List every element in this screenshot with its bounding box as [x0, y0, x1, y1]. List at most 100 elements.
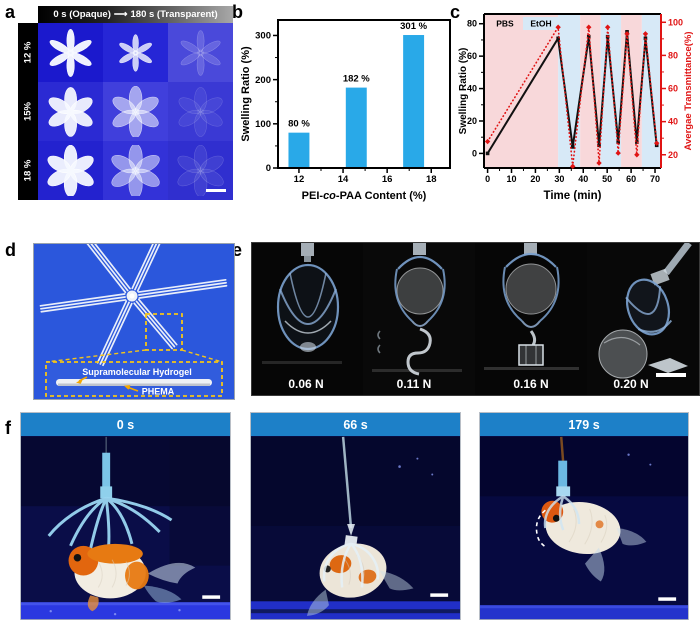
tank-floor	[480, 605, 688, 620]
phema-layer-bar	[58, 383, 210, 386]
cycling-line-chart: PBS EtOH 0 10 20 30 40 50 60 70 0 20 40 60 80 20 40 60 80 1…	[458, 13, 694, 202]
bar-value-label: 182 %	[343, 74, 370, 85]
aquarium-photo-0s	[21, 436, 230, 620]
fish-fin	[616, 528, 647, 546]
tick-label: 10	[506, 174, 516, 184]
tick-label: 100	[668, 17, 683, 27]
tick-label: 60	[467, 51, 477, 61]
panel-a-sidebar: 12 % 15% 18 %	[18, 23, 38, 200]
gripper-outline-dashed	[535, 509, 548, 549]
tick-label: 16	[382, 174, 393, 185]
inset-box	[45, 361, 223, 397]
bar	[288, 132, 310, 168]
fish-fin	[379, 570, 414, 591]
y-axis-label: Swelling Ratio (%)	[240, 46, 252, 142]
goldfish-graphic	[306, 543, 387, 616]
hydrogel-flower-photo	[38, 141, 103, 200]
time-label: 66 s	[343, 417, 368, 432]
bar	[403, 35, 425, 168]
x-axis-label: PEI-co-PAA Content (%)	[302, 190, 427, 202]
arrowhead-icon	[124, 385, 131, 390]
tick-label: 100	[255, 119, 271, 130]
annotation-supramolecular-hydrogel: Supramolecular Hydrogel	[82, 367, 192, 377]
scale-bar	[658, 597, 677, 601]
legend-label: PBS	[496, 19, 514, 29]
bar	[345, 87, 367, 168]
f-photo-2: 66 s	[250, 412, 461, 620]
scale-bar	[202, 595, 221, 599]
tick-label: 0	[266, 163, 271, 174]
gripper-graphic	[556, 436, 571, 497]
force-label: 0.16 N	[513, 377, 548, 391]
floor-glint	[484, 367, 579, 370]
gripper-photo-1	[276, 243, 340, 352]
annotation-phema: PHEMA	[142, 387, 175, 397]
tick-label: 20	[668, 150, 678, 160]
tick-label: 50	[602, 174, 612, 184]
floor-glint	[262, 361, 342, 364]
panel-a-grid	[38, 23, 233, 200]
zoom-highlight-box	[145, 313, 183, 351]
tick-label: 80	[467, 19, 477, 29]
hydrogel-flower-photo	[38, 82, 103, 141]
tick-label: 12	[294, 174, 305, 185]
hydrogel-flower-photo	[103, 23, 168, 82]
hydrogel-flower-photo	[103, 82, 168, 141]
tick-label: 200	[255, 75, 271, 86]
y-axis-label-left: Swelling Ratio (%)	[458, 48, 469, 135]
tick-label: 80	[668, 50, 678, 60]
tick-label: 60	[626, 174, 636, 184]
time-header: 179 s	[480, 413, 688, 436]
tick-label: 0	[485, 174, 490, 184]
plot-frame	[277, 19, 451, 169]
scale-bar	[656, 373, 686, 377]
f-photo-3: 179 s	[479, 412, 689, 620]
tick-label: 60	[668, 84, 678, 94]
tick-label: 0	[472, 148, 477, 158]
gripper-arm	[133, 298, 178, 350]
gripper-graphic	[47, 436, 173, 552]
gripper-arm	[131, 244, 162, 292]
force-label: 0.20 N	[613, 377, 648, 391]
tick-label: 300	[255, 31, 271, 42]
aquarium-photo-179s	[480, 436, 688, 620]
panel-label-b: b	[232, 2, 243, 22]
header-left-text: 0 s (Opaque)	[53, 9, 111, 20]
time-header: 66 s	[251, 413, 460, 436]
scale-bar	[430, 593, 449, 597]
bar-value-label: 80 %	[288, 119, 310, 130]
panel-a-photo-grid-wrap	[38, 23, 233, 200]
e-cell-bg	[363, 243, 475, 395]
time-header: 0 s	[21, 413, 230, 436]
solution-band	[558, 14, 581, 168]
hydrogel-flower-photo	[103, 141, 168, 200]
legend-chip-pbs	[489, 17, 521, 30]
gripper-arm	[137, 278, 228, 299]
legend-label: EtOH	[530, 19, 551, 29]
tick-label: 40	[668, 117, 678, 127]
gripper-arm	[39, 293, 127, 313]
y-axis-label-right: Avergae Transmittance(%)	[683, 32, 694, 151]
gripper-photo-2	[377, 243, 446, 376]
panel-a-time-header: 0 s (Opaque) ⟶ 180 s (Transparent)	[38, 6, 233, 23]
tick-label: 20	[467, 116, 477, 126]
tick-label: 40	[578, 174, 588, 184]
tick-label: 14	[338, 174, 349, 185]
tick-label: 70	[650, 174, 660, 184]
tick-label: 30	[554, 174, 564, 184]
hydrogel-flower-photo	[168, 82, 233, 141]
panel-label-e: e	[232, 240, 243, 260]
hydrogel-flower-photo	[38, 23, 103, 82]
d-bg-rect	[34, 244, 234, 399]
tick-label: 20	[530, 174, 540, 184]
tick-label: 40	[467, 84, 477, 94]
tank-floor	[21, 602, 230, 620]
arrowhead-icon	[76, 378, 83, 384]
goldfish-graphic	[68, 543, 196, 612]
gripper-design-photo: Supramolecular Hydrogel PHEMA	[33, 243, 235, 400]
panel-e-photo-strip: 0.06 N 0.11 N 0.16 N 0.20 N	[251, 242, 700, 396]
panel-label-a: a	[5, 2, 16, 22]
hydrogel-flower-photo	[168, 23, 233, 82]
gripper-photo-3	[502, 243, 560, 366]
